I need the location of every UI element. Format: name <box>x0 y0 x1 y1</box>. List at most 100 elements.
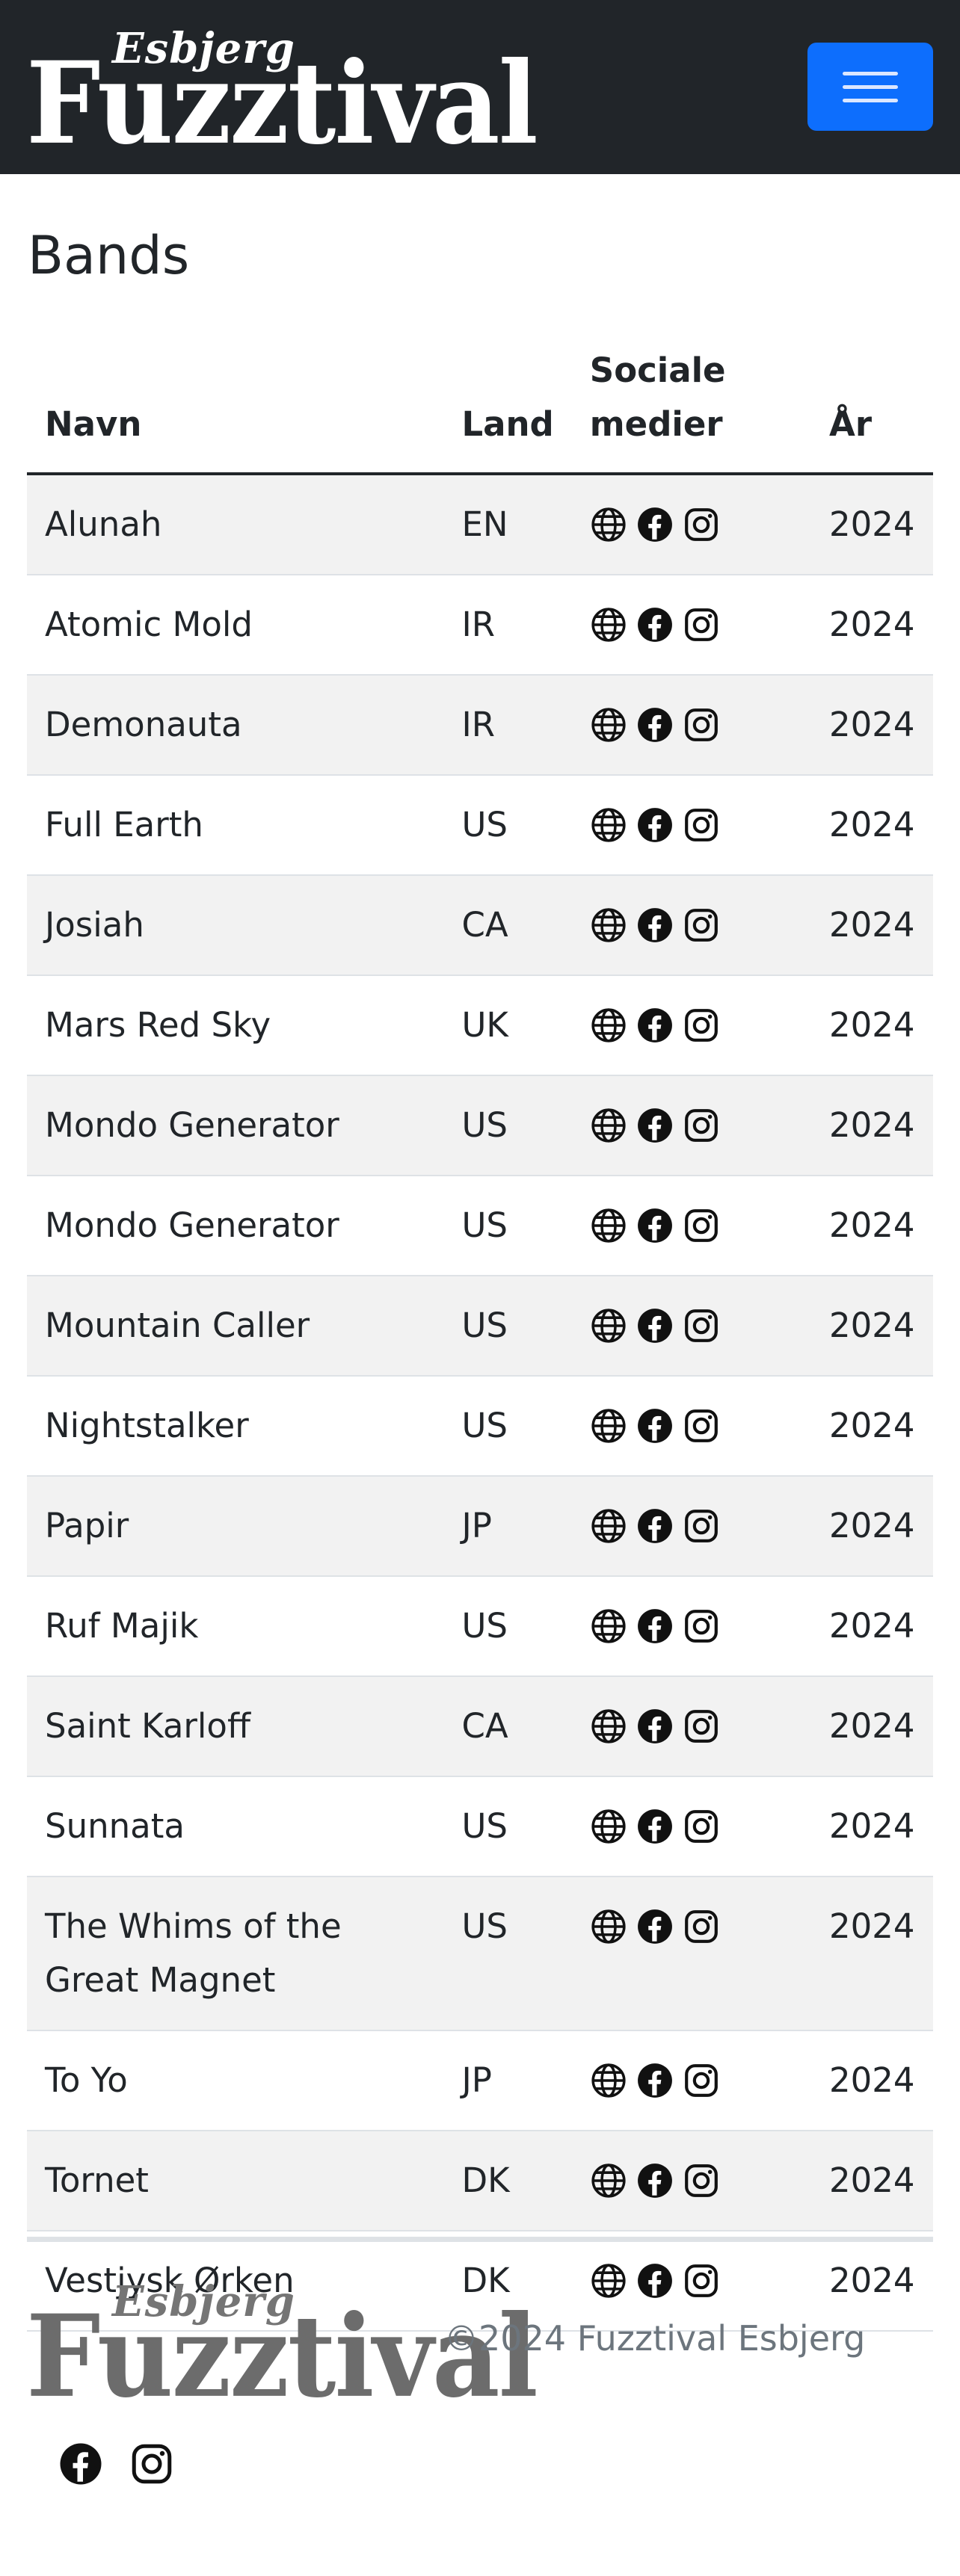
social-icons <box>590 1699 793 1753</box>
instagram-link[interactable] <box>683 1908 720 1945</box>
facebook-link[interactable] <box>636 906 674 944</box>
website-link[interactable] <box>590 1708 627 1745</box>
hamburger-line <box>843 72 898 75</box>
website-link[interactable] <box>590 1307 627 1344</box>
band-social-links <box>571 1776 812 1877</box>
facebook-link[interactable] <box>636 2262 674 2299</box>
website-link[interactable] <box>590 706 627 744</box>
facebook-link[interactable] <box>636 1708 674 1745</box>
facebook-link[interactable] <box>636 2162 674 2199</box>
instagram-link[interactable] <box>683 2262 720 2299</box>
band-country: UK <box>443 975 572 1076</box>
facebook-link[interactable] <box>636 1107 674 1144</box>
instagram-icon <box>684 708 718 741</box>
instagram-link[interactable] <box>683 1808 720 1845</box>
instagram-link[interactable] <box>683 2162 720 2199</box>
instagram-icon <box>684 1810 718 1843</box>
instagram-link[interactable] <box>683 1107 720 1144</box>
website-link[interactable] <box>590 1207 627 1244</box>
instagram-link[interactable] <box>683 506 720 543</box>
band-social-links <box>571 1376 812 1477</box>
bands-table: Navn Land Sociale medier År Alunah EN 2024… <box>27 344 933 2332</box>
table-row: Mondo Generator US 2024 <box>27 1176 933 1276</box>
instagram-link[interactable] <box>683 806 720 844</box>
instagram-link[interactable] <box>683 1007 720 1044</box>
band-social-links <box>571 1877 812 2031</box>
facebook-icon <box>637 1108 672 1143</box>
instagram-link[interactable] <box>683 1507 720 1545</box>
website-link[interactable] <box>590 1908 627 1945</box>
band-country: JP <box>443 2030 572 2131</box>
globe-icon <box>591 1309 626 1343</box>
instagram-link[interactable] <box>683 1407 720 1445</box>
social-icons <box>590 498 793 552</box>
instagram-link[interactable] <box>683 1708 720 1745</box>
facebook-link[interactable] <box>636 1007 674 1044</box>
band-country: JP <box>443 1476 572 1577</box>
website-link[interactable] <box>590 1007 627 1044</box>
facebook-link[interactable] <box>636 2062 674 2099</box>
social-icons <box>590 898 793 952</box>
instagram-link[interactable] <box>683 1207 720 1244</box>
site-logo[interactable]: Esbjerg Fuzztival <box>26 21 538 164</box>
band-year: 2024 <box>811 1276 933 1377</box>
band-year: 2024 <box>811 875 933 976</box>
facebook-link[interactable] <box>636 706 674 744</box>
instagram-link[interactable] <box>683 606 720 643</box>
website-link[interactable] <box>590 1507 627 1545</box>
website-link[interactable] <box>590 1407 627 1445</box>
instagram-link[interactable] <box>683 1307 720 1344</box>
facebook-link[interactable] <box>636 1808 674 1845</box>
website-link[interactable] <box>590 2062 627 2099</box>
band-country: CA <box>443 1676 572 1777</box>
instagram-icon <box>684 608 718 641</box>
table-row: Vestjysk Ørken DK 2024 <box>27 2231 933 2332</box>
table-header-row: Navn Land Sociale medier År <box>27 344 933 475</box>
facebook-link[interactable] <box>636 1307 674 1344</box>
website-link[interactable] <box>590 506 627 543</box>
facebook-icon <box>637 2063 672 2098</box>
instagram-link[interactable] <box>683 2062 720 2099</box>
facebook-link[interactable] <box>636 506 674 543</box>
website-link[interactable] <box>590 906 627 944</box>
facebook-link[interactable] <box>636 1407 674 1445</box>
facebook-link[interactable] <box>636 606 674 643</box>
facebook-link[interactable] <box>636 1507 674 1545</box>
instagram-link[interactable] <box>683 1607 720 1645</box>
website-link[interactable] <box>590 1607 627 1645</box>
website-link[interactable] <box>590 606 627 643</box>
facebook-link[interactable] <box>636 1908 674 1945</box>
facebook-icon <box>637 1609 672 1643</box>
band-name: The Whims of the Great Magnet <box>27 1877 444 2031</box>
band-year: 2024 <box>811 575 933 676</box>
facebook-link[interactable] <box>636 1207 674 1244</box>
facebook-link[interactable] <box>636 1607 674 1645</box>
website-link[interactable] <box>590 2162 627 2199</box>
facebook-link[interactable] <box>636 806 674 844</box>
band-social-links <box>571 1476 812 1577</box>
instagram-link[interactable] <box>683 706 720 744</box>
instagram-link[interactable] <box>683 906 720 944</box>
table-row: To Yo JP 2024 <box>27 2030 933 2131</box>
website-link[interactable] <box>590 2262 627 2299</box>
band-name: Tornet <box>27 2131 444 2231</box>
band-name: Saint Karloff <box>27 1676 444 1777</box>
facebook-icon <box>637 1709 672 1743</box>
footer-instagram-link[interactable] <box>129 2441 174 2486</box>
instagram-icon <box>684 1710 718 1743</box>
website-link[interactable] <box>590 806 627 844</box>
table-row: Ruf Majik US 2024 <box>27 1576 933 1677</box>
table-row: Josiah CA 2024 <box>27 875 933 976</box>
website-link[interactable] <box>590 1107 627 1144</box>
globe-icon <box>591 708 626 742</box>
table-row: Alunah EN 2024 <box>27 474 933 575</box>
website-link[interactable] <box>590 1808 627 1845</box>
globe-icon <box>591 507 626 542</box>
globe-icon <box>591 1409 626 1443</box>
band-name: Ruf Majik <box>27 1576 444 1677</box>
band-year: 2024 <box>811 975 933 1076</box>
footer-facebook-link[interactable] <box>58 2441 103 2486</box>
band-country: US <box>443 1176 572 1276</box>
facebook-icon <box>637 808 672 842</box>
menu-toggle-button[interactable] <box>807 43 933 131</box>
